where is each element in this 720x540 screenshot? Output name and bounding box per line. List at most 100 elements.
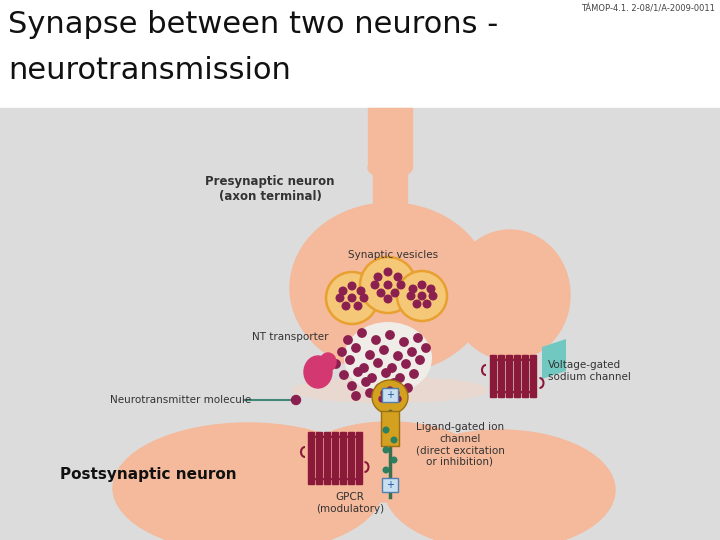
Circle shape [410,370,418,378]
Circle shape [408,348,416,356]
Bar [373,160,407,215]
Circle shape [416,356,424,364]
Circle shape [360,364,368,372]
Ellipse shape [320,353,336,371]
Text: Neurotransmitter molecule: Neurotransmitter molecule [110,395,251,405]
Circle shape [383,447,389,453]
Circle shape [395,396,401,402]
FancyBboxPatch shape [382,478,398,492]
Circle shape [382,369,390,377]
Bar [356,432,361,484]
Circle shape [388,364,396,372]
Bar [332,432,338,484]
Text: TÁMOP-4.1. 2-08/1/A-2009-0011: TÁMOP-4.1. 2-08/1/A-2009-0011 [581,5,715,14]
Ellipse shape [385,430,615,540]
Ellipse shape [292,377,487,402]
Circle shape [372,336,380,344]
Circle shape [339,287,347,295]
Ellipse shape [344,322,432,394]
Circle shape [348,294,356,302]
Circle shape [409,285,417,293]
Circle shape [394,390,402,398]
Text: +: + [386,480,394,490]
Circle shape [292,395,300,404]
Circle shape [391,457,397,463]
Ellipse shape [300,422,480,502]
Ellipse shape [372,380,408,414]
Text: Synaptic vesicles: Synaptic vesicles [348,250,438,260]
Bar [506,355,511,397]
Ellipse shape [373,207,407,223]
Circle shape [408,292,415,300]
Circle shape [352,344,360,352]
Circle shape [397,271,447,321]
Bar [316,432,322,484]
Bar [348,432,354,484]
Circle shape [423,300,431,308]
Circle shape [418,292,426,300]
Bar [0,108,720,540]
Circle shape [393,390,399,396]
Circle shape [374,273,382,281]
Bar [522,355,528,397]
Circle shape [414,334,422,342]
Circle shape [360,257,416,313]
Text: Presynaptic neuron
(axon terminal): Presynaptic neuron (axon terminal) [205,175,335,203]
Polygon shape [542,339,566,379]
Bar [0,0,720,108]
Circle shape [377,289,384,297]
Circle shape [418,281,426,289]
Circle shape [354,302,362,310]
Circle shape [346,356,354,364]
Ellipse shape [450,230,570,360]
Circle shape [372,281,379,289]
Bar [308,432,313,484]
Bar [300,440,480,500]
Ellipse shape [113,423,383,540]
Circle shape [402,360,410,368]
Circle shape [357,287,365,295]
Circle shape [413,300,420,308]
Circle shape [384,268,392,276]
Text: Ligand-gated ion
channel
(direct excitation
or inhibition): Ligand-gated ion channel (direct excitat… [415,422,505,467]
Circle shape [368,374,376,382]
Circle shape [383,427,389,433]
Circle shape [384,281,392,289]
Circle shape [376,384,384,392]
Circle shape [397,281,405,289]
Circle shape [326,272,378,324]
Circle shape [379,396,385,402]
Circle shape [390,379,398,387]
Circle shape [381,390,387,396]
Circle shape [383,467,389,473]
Circle shape [427,285,435,293]
Text: NT transporter: NT transporter [252,332,328,342]
FancyBboxPatch shape [382,388,398,402]
Circle shape [380,346,388,354]
Bar [381,411,399,446]
Ellipse shape [368,158,412,178]
Circle shape [391,289,399,297]
Circle shape [391,437,397,443]
Text: +: + [386,390,394,400]
Bar [324,432,330,484]
Circle shape [354,368,362,376]
Circle shape [336,294,344,302]
Circle shape [348,382,356,390]
Circle shape [384,295,392,303]
Circle shape [362,378,370,386]
Ellipse shape [304,356,332,388]
Circle shape [374,359,382,367]
Circle shape [338,348,346,356]
Circle shape [344,336,352,344]
Text: Synapse between two neurons -: Synapse between two neurons - [8,10,498,39]
Circle shape [352,392,360,400]
Bar [340,432,346,484]
Circle shape [366,389,374,397]
Text: GPCR
(modulatory): GPCR (modulatory) [316,492,384,514]
Circle shape [358,329,366,337]
Circle shape [342,302,350,310]
Bar [514,355,520,397]
Circle shape [396,374,404,382]
Circle shape [400,338,408,346]
